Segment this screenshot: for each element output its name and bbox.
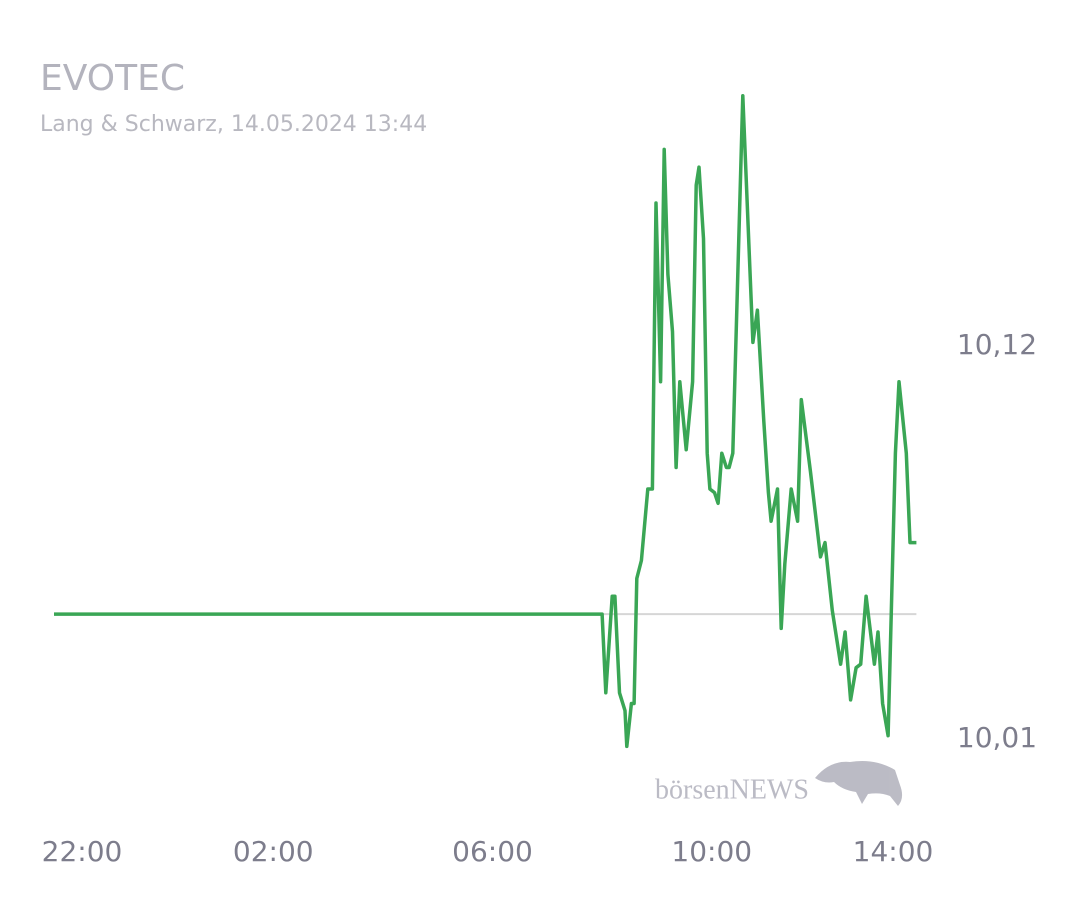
x-tick-label: 10:00 <box>671 835 752 868</box>
x-tick-label: 14:00 <box>853 835 934 868</box>
plot: 10,01 10,12 22:00 02:00 06:00 10:00 14:00 <box>42 93 1037 868</box>
bull-icon <box>815 761 903 806</box>
y-tick-label: 10,01 <box>957 721 1037 754</box>
watermark-text: börsenNEWS <box>655 774 809 805</box>
x-tick-label: 22:00 <box>42 835 123 868</box>
y-tick-label: 10,12 <box>957 328 1037 361</box>
x-tick-label: 02:00 <box>233 835 314 868</box>
price-line <box>54 93 917 749</box>
chart-title: EVOTEC <box>40 58 185 99</box>
chart-subtitle: Lang & Schwarz, 14.05.2024 13:44 <box>40 112 427 137</box>
watermark: börsenNEWS <box>655 761 903 806</box>
x-tick-label: 06:00 <box>452 835 533 868</box>
